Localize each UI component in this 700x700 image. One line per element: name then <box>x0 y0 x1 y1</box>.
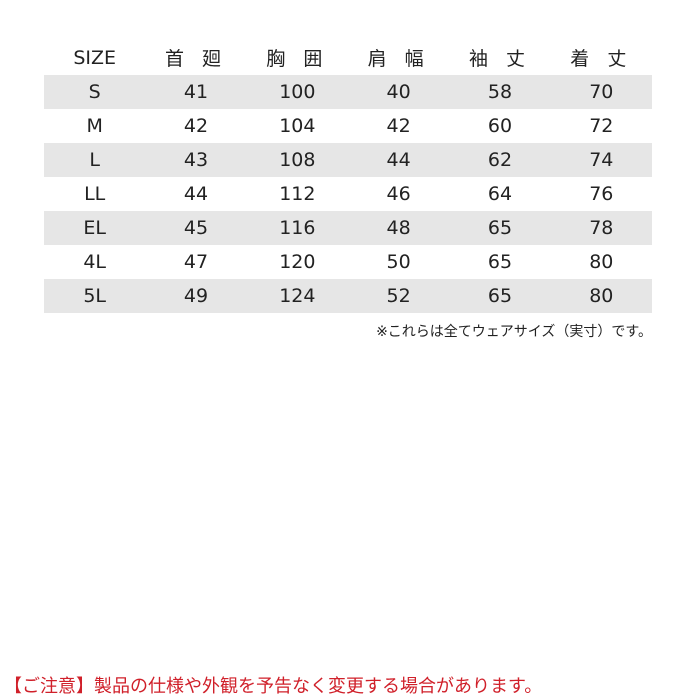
table-cell: 76 <box>589 183 614 205</box>
table-cell: M <box>86 115 103 137</box>
table-cell: 124 <box>246 279 348 313</box>
table-row: 5L 49 124 52 65 80 <box>44 279 652 313</box>
table-cell: 112 <box>279 183 316 205</box>
table-row: S 41 100 40 58 70 <box>44 75 652 109</box>
table-cell: 40 <box>347 75 450 109</box>
table-cell: 47 <box>183 251 209 273</box>
table-cell: 116 <box>246 211 348 245</box>
table-cell: 65 <box>449 211 551 245</box>
table-cell: 72 <box>589 115 614 137</box>
table-cell: 70 <box>550 75 652 109</box>
column-header: 胸 囲 <box>266 48 329 70</box>
column-header: 袖 丈 <box>468 48 531 70</box>
table-cell: 45 <box>145 211 247 245</box>
table-cell: 42 <box>386 115 411 137</box>
size-chart-table: SIZE 首 廻 胸 囲 肩 幅 袖 丈 着 丈 S 41 100 40 58 70 M 42 104 42… <box>44 40 652 313</box>
table-cell: 44 <box>183 183 209 205</box>
column-header: 肩 幅 <box>367 48 430 70</box>
table-cell: 80 <box>550 279 652 313</box>
table-cell: 44 <box>347 143 450 177</box>
table-cell: 52 <box>347 279 450 313</box>
table-cell: 65 <box>487 251 513 273</box>
table-cell: 64 <box>487 183 513 205</box>
table-cell: EL <box>44 211 146 245</box>
table-cell: LL <box>84 183 106 205</box>
table-cell: 74 <box>550 143 652 177</box>
table-cell: L <box>44 143 146 177</box>
table-cell: 5L <box>44 279 146 313</box>
table-cell: 65 <box>449 279 551 313</box>
table-cell: 58 <box>449 75 551 109</box>
table-cell: 78 <box>550 211 652 245</box>
table-cell: 104 <box>279 115 316 137</box>
table-row: M 42 104 42 60 72 <box>44 109 652 143</box>
table-cell: 42 <box>183 115 209 137</box>
table-cell: 46 <box>386 183 411 205</box>
column-header: SIZE <box>73 46 116 69</box>
warning-text: 【ご注意】製品の仕様や外観を予告なく変更する場合があります。 <box>4 676 543 697</box>
table-cell: 48 <box>347 211 450 245</box>
table-cell: S <box>44 75 146 109</box>
table-row: LL 44 112 46 64 76 <box>44 177 652 211</box>
table-cell: 41 <box>145 75 247 109</box>
table-row: EL 45 116 48 65 78 <box>44 211 652 245</box>
table-row: 4L 47 120 50 65 80 <box>44 245 652 279</box>
size-note: ※これらは全てウェアサイズ（実寸）です。 <box>376 324 652 340</box>
table-cell: 100 <box>246 75 348 109</box>
table-cell: 43 <box>145 143 247 177</box>
table-cell: 49 <box>145 279 247 313</box>
header-row: SIZE 首 廻 胸 囲 肩 幅 袖 丈 着 丈 <box>44 40 652 75</box>
column-header: 首 廻 <box>164 48 228 70</box>
table-cell: 60 <box>487 115 513 137</box>
table-cell: 120 <box>279 251 316 273</box>
table-cell: 108 <box>246 143 348 177</box>
table-cell: 62 <box>449 143 551 177</box>
table-cell: 50 <box>386 251 411 273</box>
table-cell: 80 <box>589 251 614 273</box>
table-cell: 4L <box>83 251 106 273</box>
table-row: L 43 108 44 62 74 <box>44 143 652 177</box>
column-header: 着 丈 <box>570 48 633 70</box>
